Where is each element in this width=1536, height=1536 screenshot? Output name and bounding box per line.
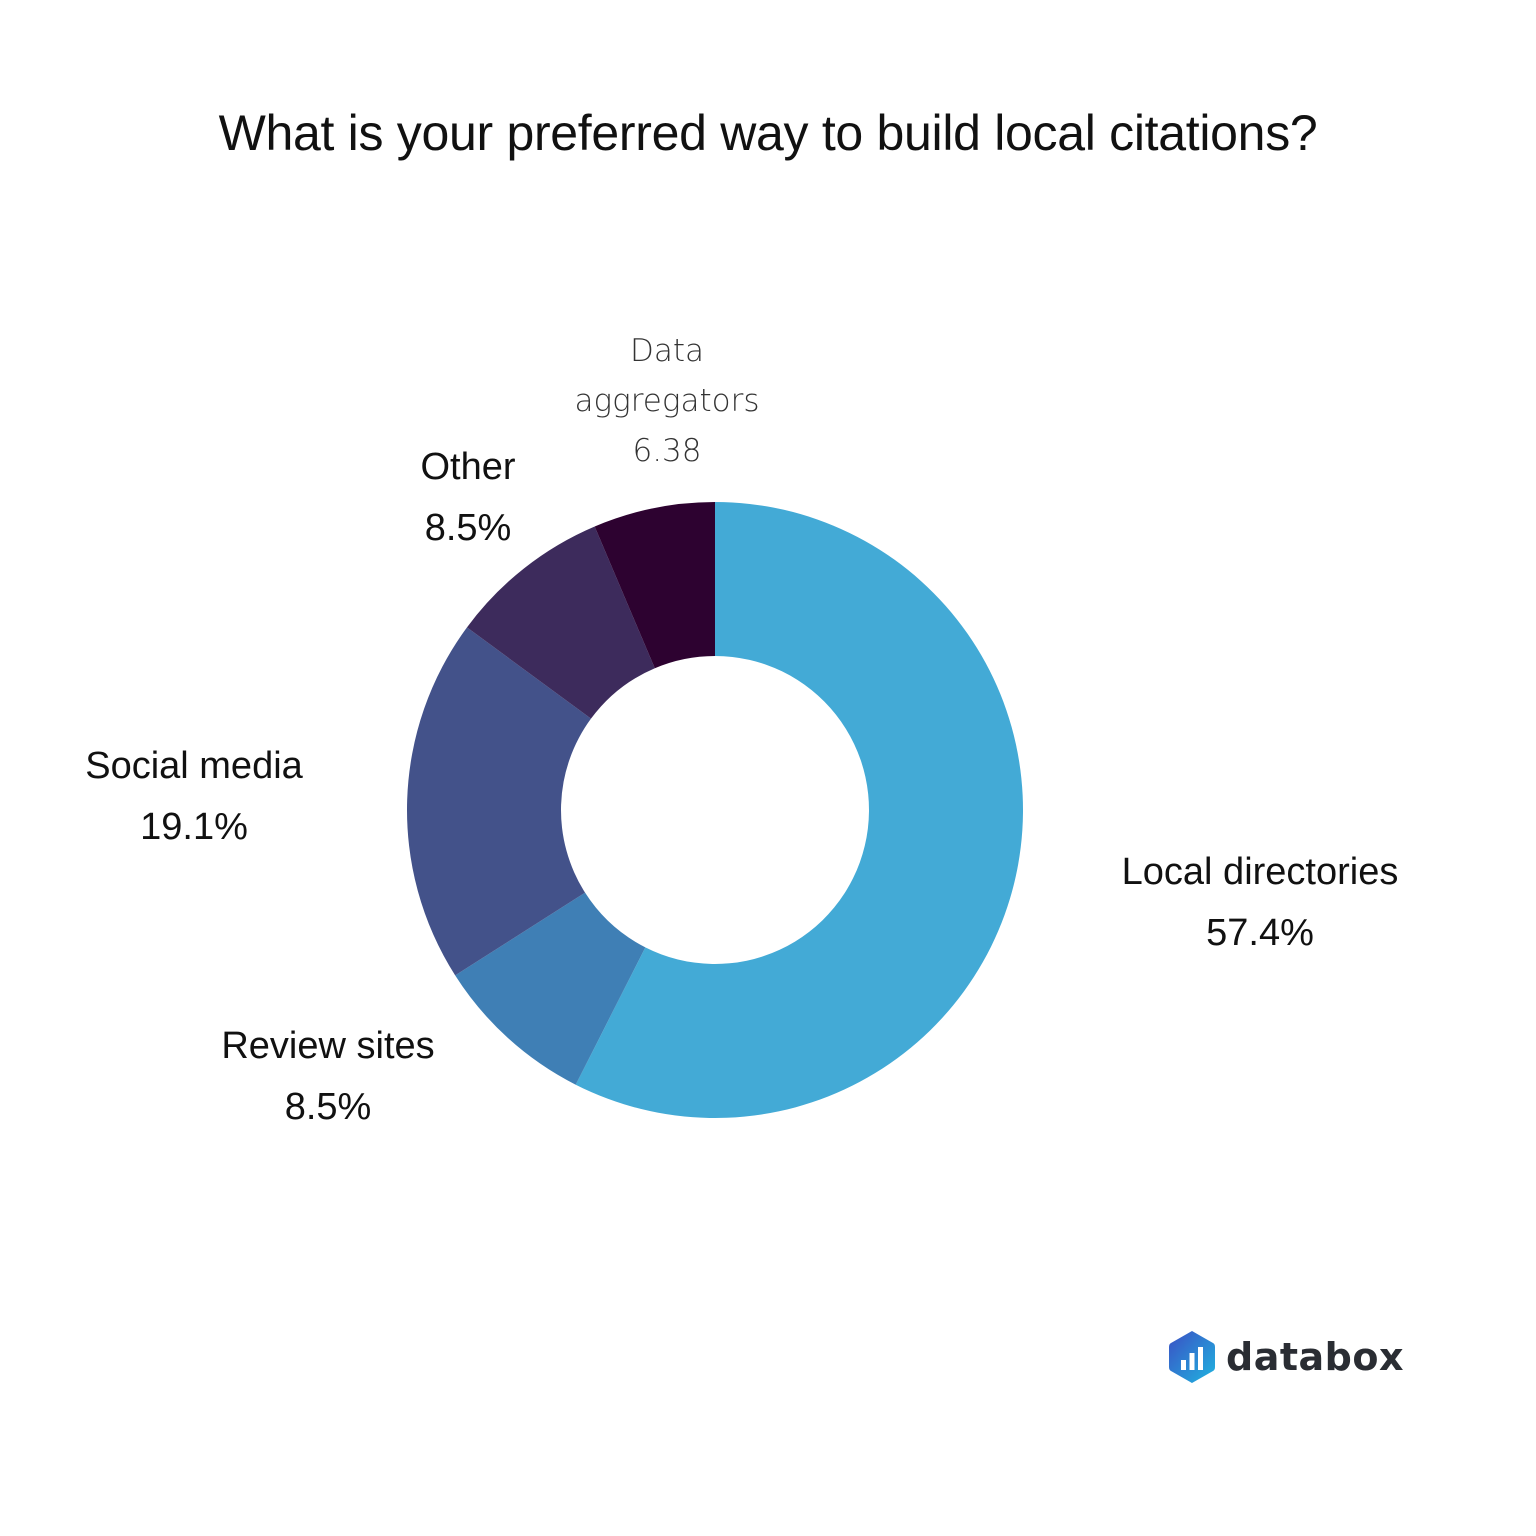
label-value: 19.1% (140, 806, 248, 848)
label-name-line1: Data (629, 333, 705, 369)
databox-logo: databox (1168, 1330, 1404, 1384)
label-name-line2: aggregators (574, 383, 760, 419)
label-data-aggregators: Data aggregators 6.38 (542, 326, 792, 476)
slice-other (466, 526, 655, 719)
databox-logo-text: databox (1226, 1335, 1404, 1379)
label-name: Review sites (221, 1025, 435, 1067)
label-social-media: Social media 19.1% (44, 736, 344, 858)
donut-slices (407, 502, 1024, 1118)
chart-title: What is your preferred way to build loca… (218, 105, 1318, 161)
label-value: 57.4% (1206, 912, 1314, 954)
label-value: 6.38 (632, 433, 702, 469)
label-name: Local directories (1121, 851, 1399, 893)
label-value: 8.5% (424, 507, 512, 549)
slice-data-aggregators (594, 502, 715, 669)
label-value: 8.5% (284, 1086, 372, 1128)
label-name: Other (420, 446, 516, 488)
label-other: Other 8.5% (368, 437, 568, 559)
slice-review-sites (455, 892, 646, 1085)
label-local-directories: Local directories 57.4% (1080, 842, 1440, 964)
label-review-sites: Review sites 8.5% (178, 1016, 478, 1138)
slice-local-directories (575, 502, 1024, 1118)
databox-logo-icon (1169, 1331, 1215, 1383)
slice-social-media (407, 627, 591, 976)
label-name: Social media (85, 745, 303, 787)
